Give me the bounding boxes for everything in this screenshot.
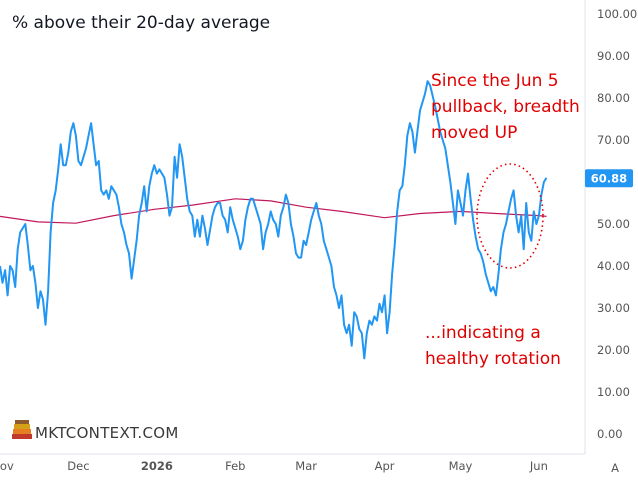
annotation-line-1: Since the Jun 5 <box>431 71 559 91</box>
last-value-label: 60.88 <box>591 171 627 185</box>
last-value-badge: 60.88 <box>585 169 633 188</box>
x-tick-label: Apr <box>375 459 395 473</box>
x-tick-label: Dec <box>67 459 89 473</box>
y-tick-label: 50.00 <box>597 217 630 231</box>
x-axis[interactable]: NovDec2026FebMarAprMayJunJul <box>0 459 622 473</box>
highlight-ellipse <box>476 163 544 269</box>
annotation-line-5: healthy rotation <box>425 349 561 369</box>
axis-mode-button[interactable]: A <box>602 456 628 478</box>
y-tick-label: 40.00 <box>597 259 630 273</box>
y-tick-label: 70.00 <box>597 133 630 147</box>
annotation-line-3: moved UP <box>431 123 517 143</box>
y-tick-label: 90.00 <box>597 49 630 63</box>
y-axis[interactable]: 100.0090.0080.0070.0060.0050.0040.0030.0… <box>597 7 637 441</box>
logo-text: MKTCONTEXT.COM <box>35 424 179 442</box>
y-tick-label: 100.00 <box>597 7 637 21</box>
breadth-line <box>0 80 548 360</box>
chart-title: % above their 20-day average <box>12 13 270 33</box>
x-tick-label: Jun <box>529 459 548 473</box>
y-tick-label: 80.00 <box>597 91 630 105</box>
y-tick-label: 10.00 <box>597 385 630 399</box>
last-value-badge-bg <box>585 169 633 188</box>
axis-mode-label[interactable]: A <box>611 461 619 475</box>
y-tick-label: 0.00 <box>597 427 623 441</box>
x-tick-label: 2026 <box>141 459 173 473</box>
brand-logo: MKTCONTEXT.COM <box>12 420 179 442</box>
x-tick-label: May <box>449 459 473 473</box>
annotation-line-4: ...indicating a <box>425 323 541 343</box>
x-tick-label: Feb <box>225 459 245 473</box>
x-tick-label: Mar <box>295 459 317 473</box>
y-tick-label: 30.00 <box>597 301 630 315</box>
stacked-books-icon <box>12 420 32 439</box>
annotation-line-2: pullback, breadth <box>431 97 580 117</box>
x-tick-label: Nov <box>0 459 14 473</box>
y-tick-label: 20.00 <box>597 343 630 357</box>
